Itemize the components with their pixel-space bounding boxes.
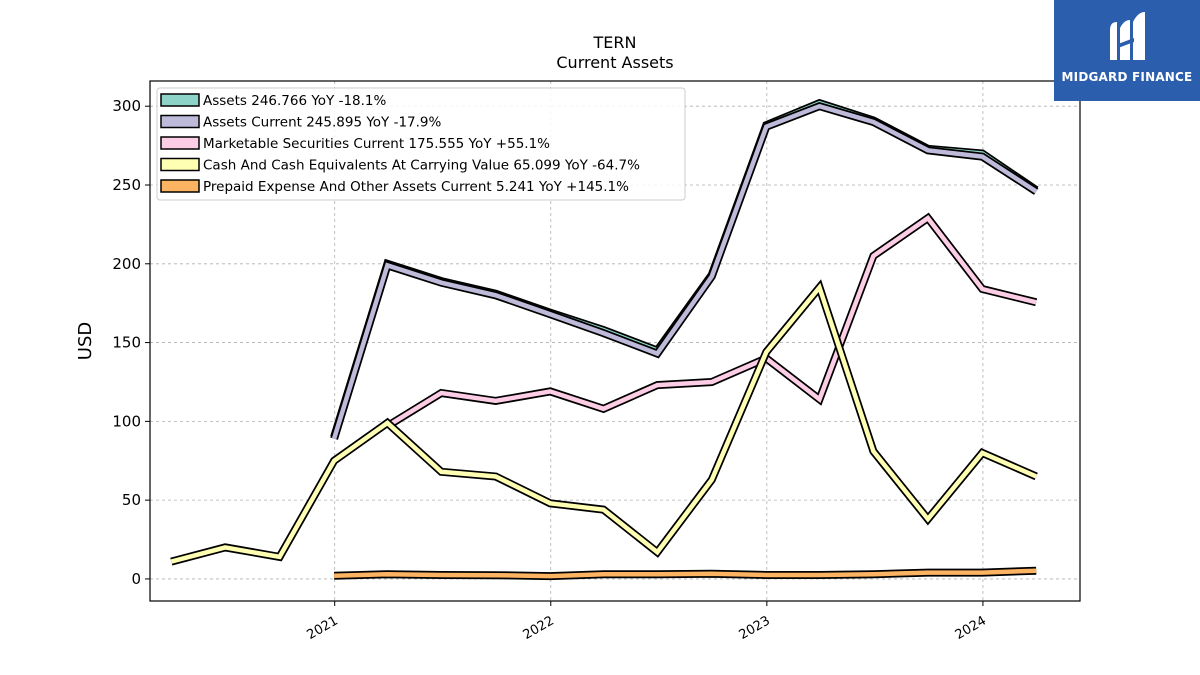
chart-title: TERN: [593, 33, 637, 52]
logo-text: MIDGARD FINANCE: [1061, 70, 1193, 84]
legend: Assets 246.766 YoY -18.1% Assets Current …: [156, 87, 686, 201]
legend-label-4: Cash And Cash Equivalents At Carrying Va…: [203, 158, 640, 174]
legend-swatch-3: [160, 136, 200, 150]
legend-label-1: Assets 246.766 YoY -18.1%: [203, 93, 387, 109]
legend-swatch-4: [160, 157, 200, 172]
legend-label-2: Assets Current 245.895 YoY -17.9%: [203, 115, 442, 131]
brand-logo: MIDGARD FINANCE: [1054, 0, 1200, 101]
y-tick-label: 200: [112, 255, 141, 273]
legend-swatch-2: [160, 114, 200, 129]
y-tick-label: 300: [112, 97, 141, 115]
legend-label-3: Marketable Securities Current 175.555 Yo…: [203, 136, 550, 152]
legend-box: [156, 87, 686, 201]
midgard-logo-icon: [1110, 12, 1145, 60]
series-line-2: [331, 103, 1038, 440]
series-line-5: [334, 568, 1037, 579]
y-axis-label: USD: [75, 322, 96, 360]
x-axis-ticks: 2021 2022 2023 2024: [305, 601, 989, 643]
y-tick-label: 100: [112, 412, 141, 430]
legend-label-5: Prepaid Expense And Other Assets Current…: [203, 179, 629, 195]
y-tick-label: 0: [131, 570, 141, 588]
legend-swatch-5: [160, 179, 200, 193]
x-tick-label: 2022: [521, 613, 557, 643]
chart-subtitle: Current Assets: [556, 53, 673, 72]
x-tick-label: 2021: [305, 613, 341, 643]
x-tick-label: 2024: [953, 613, 989, 643]
series-lines: [170, 98, 1039, 581]
y-tick-label: 150: [112, 334, 141, 352]
y-axis-ticks: 0 50 100 150 200 250 300: [112, 97, 150, 588]
y-tick-label: 250: [112, 176, 141, 194]
series-line-3: [386, 215, 1037, 429]
y-tick-label: 50: [122, 491, 141, 509]
series-line-4: [170, 282, 1038, 564]
series-line-outline-3: [385, 212, 1038, 430]
legend-swatch-1: [160, 93, 200, 107]
plot-frame: [149, 80, 1081, 602]
x-tick-label: 2023: [737, 613, 773, 643]
